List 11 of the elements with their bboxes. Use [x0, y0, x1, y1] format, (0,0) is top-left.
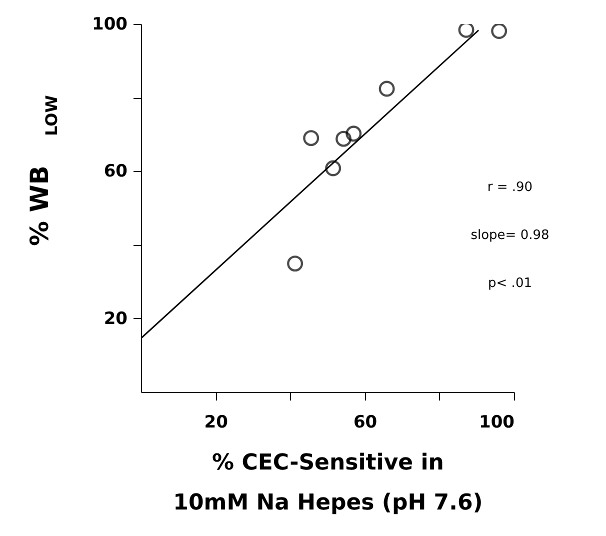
x-tick-label: 20	[204, 412, 228, 432]
annotation: p< .01	[488, 276, 532, 291]
x-tick-label: 60	[353, 412, 378, 432]
y-tick-label: 60	[104, 162, 128, 182]
x-axis-title: % CEC-Sensitive in 10mM Na Hepes (pH 7.6)	[173, 450, 483, 516]
annotation: slope= 0.98	[470, 228, 550, 243]
y-tick-label: 100	[92, 14, 128, 34]
x-tick-label: 100	[479, 412, 515, 432]
annotation: r = .90	[487, 180, 533, 195]
y-tick-label: 20	[104, 308, 128, 329]
y-axis-title: % WBLOW	[25, 94, 61, 246]
